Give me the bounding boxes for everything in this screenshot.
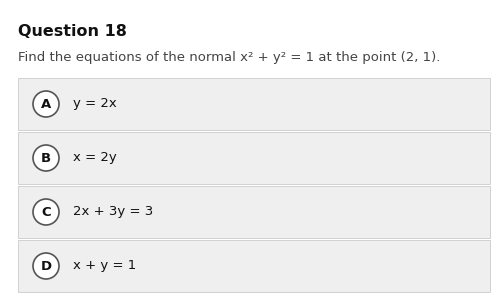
Text: C: C	[41, 205, 51, 218]
Text: y = 2x: y = 2x	[73, 97, 117, 110]
FancyBboxPatch shape	[18, 132, 490, 184]
Text: 2x + 3y = 3: 2x + 3y = 3	[73, 205, 153, 218]
FancyBboxPatch shape	[18, 240, 490, 292]
Circle shape	[33, 253, 59, 279]
Text: Question 18: Question 18	[18, 24, 127, 39]
Text: A: A	[41, 97, 51, 110]
Circle shape	[33, 91, 59, 117]
Text: Find the equations of the normal x² + y² = 1 at the point (2, 1).: Find the equations of the normal x² + y²…	[18, 51, 440, 64]
FancyBboxPatch shape	[18, 186, 490, 238]
Text: B: B	[41, 152, 51, 165]
Circle shape	[33, 145, 59, 171]
Circle shape	[33, 199, 59, 225]
Text: x = 2y: x = 2y	[73, 152, 117, 165]
Text: x + y = 1: x + y = 1	[73, 260, 136, 273]
FancyBboxPatch shape	[18, 78, 490, 130]
Text: D: D	[41, 260, 52, 273]
